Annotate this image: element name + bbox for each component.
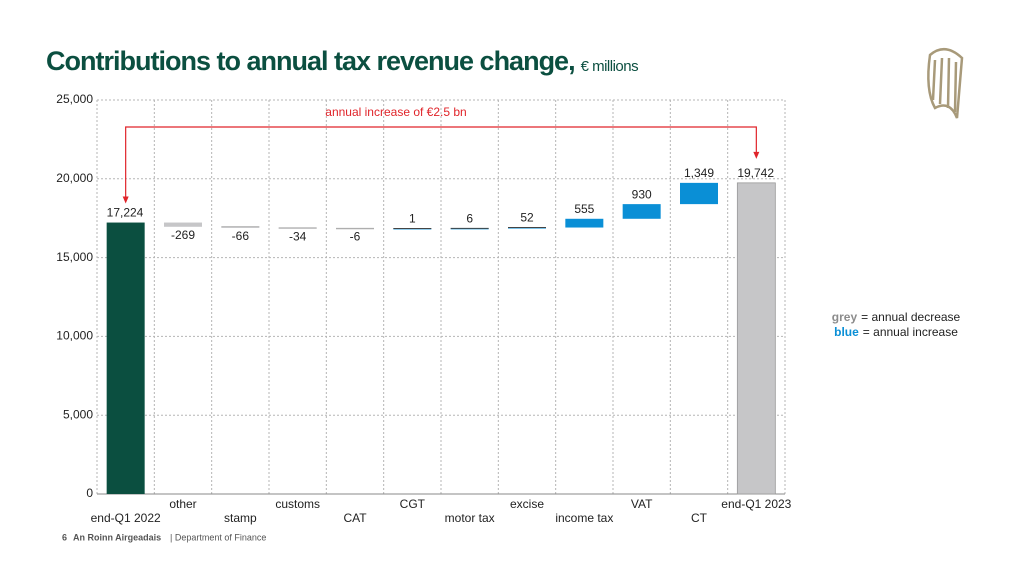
x-tick-label: CGT <box>400 497 426 511</box>
legend-text: = annual increase <box>863 325 958 339</box>
bar <box>680 182 718 205</box>
bar <box>565 218 604 228</box>
bar <box>106 222 145 495</box>
value-label: 555 <box>574 202 594 216</box>
value-label: -269 <box>171 228 195 242</box>
value-label: -6 <box>350 230 361 244</box>
legend-key: grey <box>832 310 858 324</box>
y-tick-label: 15,000 <box>56 250 93 264</box>
x-tick-label: end-Q1 2023 <box>721 497 791 511</box>
x-tick-label: excise <box>510 497 544 511</box>
x-tick-label: VAT <box>631 497 653 511</box>
legend-text: = annual decrease <box>861 310 960 324</box>
x-tick-label: income tax <box>555 511 613 525</box>
value-label: 17,224 <box>107 206 144 220</box>
bar <box>221 226 260 228</box>
value-label: -66 <box>232 229 250 243</box>
footer-dept: | Department of Finance <box>170 532 266 542</box>
y-tick-label: 25,000 <box>56 92 93 106</box>
value-label: 52 <box>520 211 534 225</box>
x-tick-label: other <box>169 497 196 511</box>
value-label: 6 <box>466 212 473 226</box>
arrow-head <box>122 196 129 204</box>
page-number: 6 <box>62 532 67 542</box>
x-tick-label: end-Q1 2022 <box>91 511 161 525</box>
legend-key: blue <box>834 325 859 339</box>
value-label: 1 <box>409 212 416 226</box>
annotation-arrow <box>125 126 757 201</box>
bar <box>622 204 661 219</box>
bar <box>164 222 202 227</box>
value-label: -34 <box>289 230 307 244</box>
y-tick-label: 0 <box>86 486 93 500</box>
x-tick-label: CT <box>691 511 708 525</box>
harp-logo <box>927 48 964 119</box>
footer-org: An Roinn Airgeadais <box>73 532 161 542</box>
y-tick-label: 10,000 <box>56 329 93 343</box>
x-tick-label: stamp <box>224 511 257 525</box>
value-label: 19,742 <box>737 166 774 180</box>
annotation: annual increase of €2.5 bn <box>325 105 466 119</box>
chart-subtitle: € millions <box>581 58 639 75</box>
legend-entry: grey = annual decrease <box>832 310 961 324</box>
y-tick-label: 5,000 <box>63 407 93 421</box>
value-label: 930 <box>632 187 652 201</box>
value-label: 1,349 <box>684 166 714 180</box>
y-tick-label: 20,000 <box>56 171 93 185</box>
chart-title: Contributions to annual tax revenue chan… <box>46 46 575 76</box>
x-tick-label: motor tax <box>445 511 495 525</box>
legend-entry: blue = annual increase <box>834 325 958 339</box>
bar <box>736 182 776 495</box>
x-tick-label: customs <box>275 497 320 511</box>
x-tick-label: CAT <box>343 511 367 525</box>
arrow-head <box>753 151 760 159</box>
